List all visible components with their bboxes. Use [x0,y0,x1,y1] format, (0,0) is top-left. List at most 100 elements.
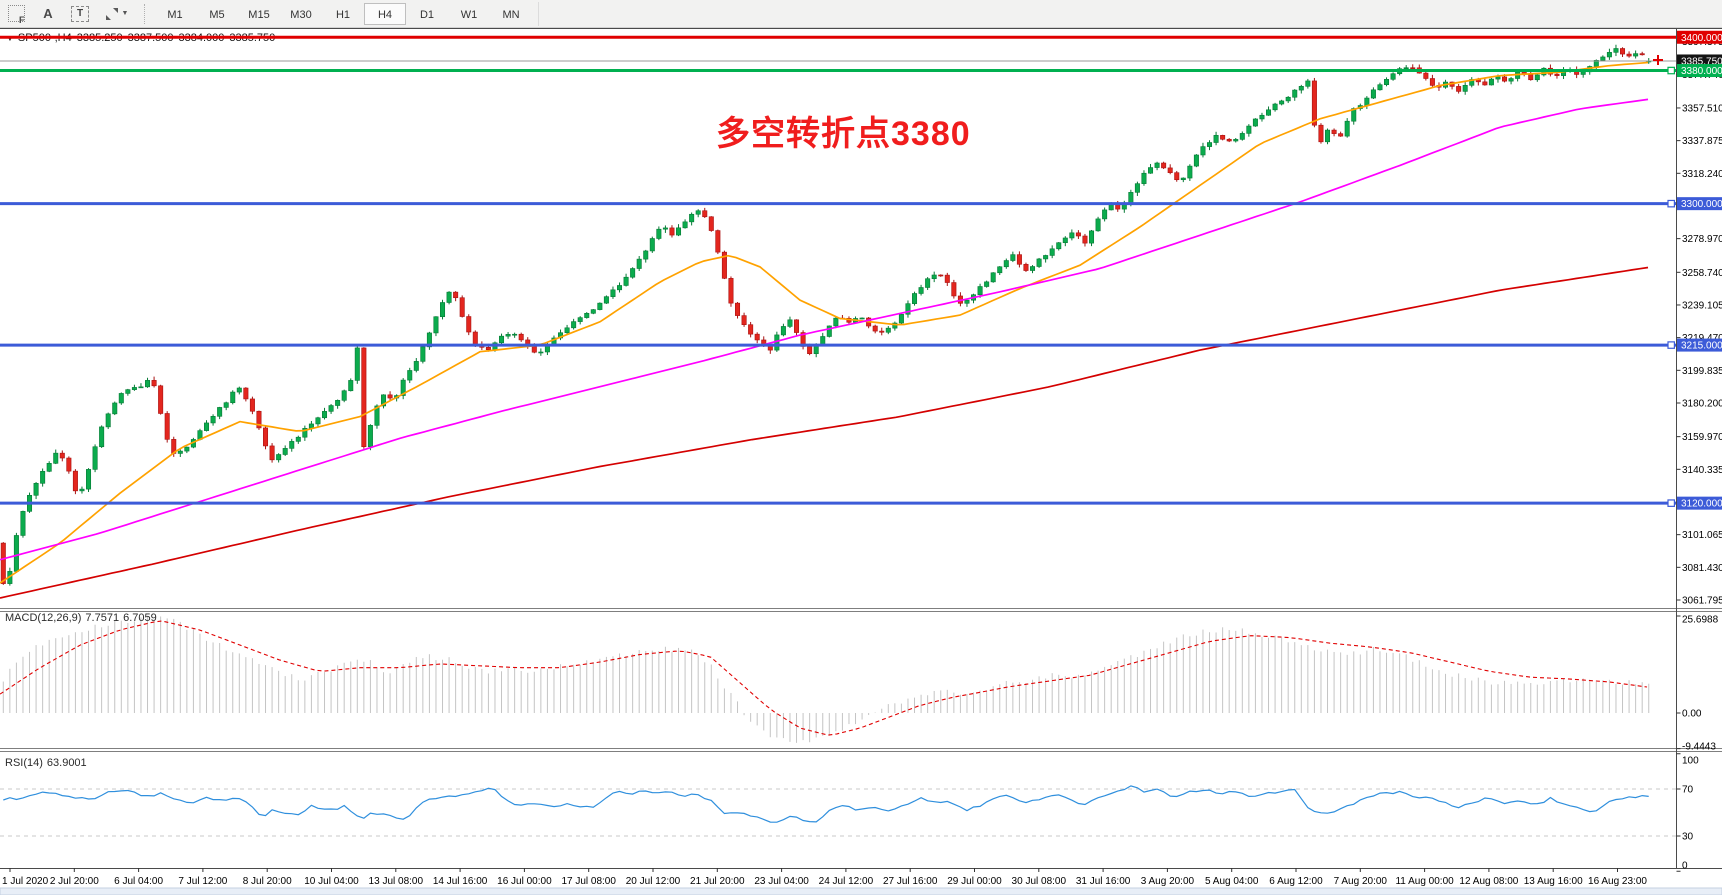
time-axis-label: 5 Aug 04:00 [1205,876,1259,887]
price-tick-label: 3180.200 [1682,398,1722,409]
macd-name: MACD(12,26,9) [5,612,82,624]
chart-shift-icon-box: F [7,5,25,25]
timeframe-button-m5[interactable]: M5 [209,8,225,21]
svg-text:25.6988: 25.6988 [1682,615,1719,626]
price-badge-3215.000[interactable] [1677,338,1722,352]
timeframe-button-m1[interactable]: M1 [167,8,183,21]
level-line-handle[interactable] [1667,199,1676,208]
arrow-objects-dropdown-caret[interactable]: ▼ [121,10,129,17]
timeframe-button-mn[interactable]: MN [502,8,520,21]
price-tick-label: 3278.970 [1682,234,1722,245]
time-axis-label: 14 Jul 16:00 [433,876,488,887]
price-tick-label: 3357.510 [1682,103,1722,114]
time-axis[interactable]: 1 Jul 2020 2 Jul 20:00 6 Jul 04:00 7 Jul 12… [2,868,1647,887]
rsi-panel: 100 70 30 0 [0,753,1699,872]
toolbar-grip[interactable] [144,3,146,24]
price-axis [1676,41,1681,601]
panel-borders [0,28,1722,895]
time-axis-label: 3 Aug 20:00 [1141,876,1195,887]
price-tick-label: 3318.240 [1682,169,1722,180]
level-line-handle[interactable] [1667,66,1676,75]
time-axis-label: 8 Jul 20:00 [243,876,292,887]
timeframe-button-w1[interactable]: W1 [460,8,478,21]
arrow-objects-icon[interactable]: ▼ [99,3,133,25]
rsi-indicator-label: RSI(14) 63.9001 [5,757,91,769]
rsi-line [3,785,1649,823]
toolbar-separator [538,1,539,26]
macd-signal-value: 6.7059 [123,612,157,624]
price-tick-label: 3159.970 [1682,432,1722,443]
text-box-icon-box: T [71,5,89,22]
svg-text:3400.000: 3400.000 [1681,33,1722,44]
svg-text:-9.4443: -9.4443 [1682,742,1716,753]
time-axis-label: 20 Jul 12:00 [626,876,681,887]
rsi-value: 63.9001 [46,757,87,769]
macd-indicator-label: MACD(12,26,9) 7.7571 6.7059 [5,612,161,624]
svg-text:3380.000: 3380.000 [1681,66,1722,77]
time-axis-label: 7 Aug 20:00 [1334,876,1388,887]
price-badge-3300.000[interactable] [1677,197,1722,211]
time-axis-label: 6 Jul 04:00 [114,876,163,887]
time-axis-label: 17 Jul 08:00 [561,876,616,887]
time-axis-label: 31 Jul 16:00 [1076,876,1131,887]
price-marker-icon [1653,55,1663,65]
chart-shift-icon-letter: F [19,15,25,25]
timeframe-button-h4[interactable]: H4 [364,2,406,25]
price-badge-3400.000[interactable] [1677,30,1722,44]
time-axis-label: 10 Jul 04:00 [304,876,359,887]
rsi-name: RSI(14) [5,757,43,769]
svg-text:3300.000: 3300.000 [1681,199,1722,210]
timeframe-button-d1[interactable]: D1 [419,8,435,21]
time-axis-label: 12 Aug 08:00 [1459,876,1518,887]
time-axis-label: 2 Jul 20:00 [50,876,99,887]
time-axis-label: 24 Jul 12:00 [819,876,874,887]
time-axis-label: 13 Jul 08:00 [369,876,424,887]
macd-panel: 25.6988 0.00 -9.4443 [0,615,1719,753]
time-axis-label: 7 Jul 12:00 [178,876,227,887]
chart-shift-icon[interactable]: F [3,3,29,25]
time-axis-label: 30 Jul 08:00 [1012,876,1067,887]
time-axis-label: 16 Jul 00:00 [497,876,552,887]
ma-fast-line [0,61,1649,584]
time-axis-label: 21 Jul 20:00 [690,876,745,887]
ma-mid-line [0,98,1649,561]
level-line-handle[interactable] [1667,341,1676,349]
ma-slow-line [0,266,1649,599]
price-tick-label: 3140.335 [1682,465,1722,476]
time-axis-label: 6 Aug 12:00 [1269,876,1323,887]
timeframe-button-m15[interactable]: M15 [248,8,270,21]
time-axis-label: 11 Aug 00:00 [1395,876,1454,887]
price-tick-label: 3199.835 [1682,366,1722,377]
svg-text:30: 30 [1682,832,1694,843]
timeframe-button-h1[interactable]: H1 [335,8,351,21]
arrow-objects-glyph [105,7,118,20]
svg-text:3385.750: 3385.750 [1681,56,1722,67]
macd-signal-line [0,620,1648,736]
text-box-icon[interactable]: T [67,3,93,25]
level-line-handle[interactable] [1667,499,1676,507]
level-lines-layer[interactable] [0,35,1677,507]
price-badge-3120.000[interactable] [1677,496,1722,510]
svg-text:3215.000: 3215.000 [1681,341,1722,352]
time-axis-label: 29 Jul 00:00 [947,876,1002,887]
svg-text:3120.000: 3120.000 [1681,499,1722,510]
time-axis-label: 1 Jul 2020 [2,876,49,887]
time-axis-label: 23 Jul 04:00 [754,876,809,887]
text-label-icon[interactable]: A [43,6,53,21]
price-tick-label: 3061.795 [1682,596,1722,607]
price-badge-3380.000[interactable] [1677,64,1722,78]
timeframe-button-m30[interactable]: M30 [290,8,312,21]
price-tick-label: 3337.875 [1682,136,1722,147]
toolbar: F A T ▼ M1 M5 M15 M30 H1 H4 D1 W1 MN [0,0,1722,28]
svg-text:0.00: 0.00 [1682,709,1702,720]
price-tick-label: 3239.105 [1682,300,1722,311]
chart-canvas[interactable]: 3397.3753377.7403357.5103337.8753318.240… [0,28,1722,895]
price-tick-label: 3101.065 [1682,530,1722,541]
svg-text:70: 70 [1682,785,1694,796]
chart-annotation-text[interactable]: 多空转折点3380 [716,115,971,153]
price-tick-label: 3081.430 [1682,563,1722,574]
macd-main-value: 7.7571 [85,612,120,624]
time-axis-label: 27 Jul 16:00 [883,876,938,887]
chart-window: ▼SP500-,H43385.2503387.5003384.0003385.7… [0,28,1722,895]
